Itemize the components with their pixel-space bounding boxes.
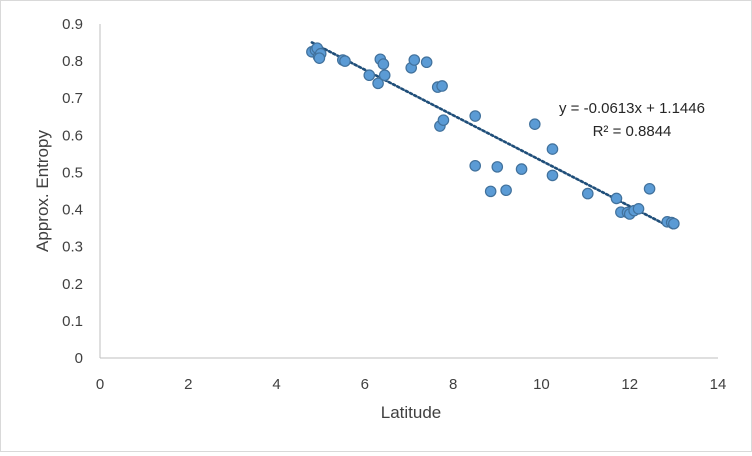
y-tick-label: 0.9: [62, 16, 83, 33]
points-layer: [306, 42, 680, 230]
y-tick-label: 0.2: [62, 276, 83, 293]
y-tick-label: 0.7: [62, 90, 83, 107]
data-point: [610, 192, 623, 205]
data-point: [363, 69, 376, 82]
y-tick-label: 0.6: [62, 127, 83, 144]
labels-layer: y = -0.0613x + 1.1446 R² = 0.8844 Latitu…: [33, 100, 705, 422]
data-point: [581, 187, 594, 200]
data-point: [484, 185, 497, 198]
axes-layer: 0 2 4 6 8 10 12 14 0 0.1 0.2 0.3 0.4 0.5 0.6 0.7 0.8 0.9: [62, 16, 726, 393]
x-tick-label: 0: [96, 376, 104, 393]
y-tick-label: 0.1: [62, 313, 83, 330]
trendline-equation: y = -0.0613x + 1.1446: [559, 100, 705, 117]
data-point: [632, 203, 645, 215]
data-point: [469, 110, 482, 122]
x-tick-label: 12: [621, 376, 638, 393]
x-tick-label: 6: [361, 376, 369, 393]
data-point: [408, 54, 421, 66]
data-point: [668, 217, 680, 230]
data-point: [500, 184, 512, 197]
x-tick-label: 10: [533, 376, 550, 393]
data-point: [546, 143, 559, 155]
x-tick-label: 8: [449, 376, 457, 393]
data-point: [491, 161, 504, 173]
data-point: [378, 69, 391, 82]
data-point: [313, 52, 326, 64]
y-axis-title: Approx. Entropy: [33, 130, 52, 252]
y-tick-label: 0: [75, 350, 83, 367]
data-point: [436, 80, 448, 92]
y-tick-label: 0.3: [62, 239, 83, 256]
data-point: [469, 159, 482, 172]
data-point: [339, 55, 351, 67]
data-point: [529, 118, 541, 130]
x-axis-title: Latitude: [381, 403, 442, 422]
x-tick-label: 14: [710, 376, 727, 393]
y-tick-label: 0.4: [62, 202, 83, 219]
data-point: [437, 114, 450, 126]
data-point: [420, 56, 433, 69]
data-point: [546, 169, 559, 182]
x-tick-label: 2: [184, 376, 192, 393]
trendline-r-squared: R² = 0.8844: [593, 123, 672, 140]
data-point: [643, 182, 656, 195]
x-tick-label: 4: [272, 376, 280, 393]
y-tick-label: 0.5: [62, 164, 83, 181]
data-point: [515, 163, 528, 175]
data-point: [377, 58, 390, 70]
y-tick-label: 0.8: [62, 53, 83, 70]
data-point: [372, 77, 384, 90]
